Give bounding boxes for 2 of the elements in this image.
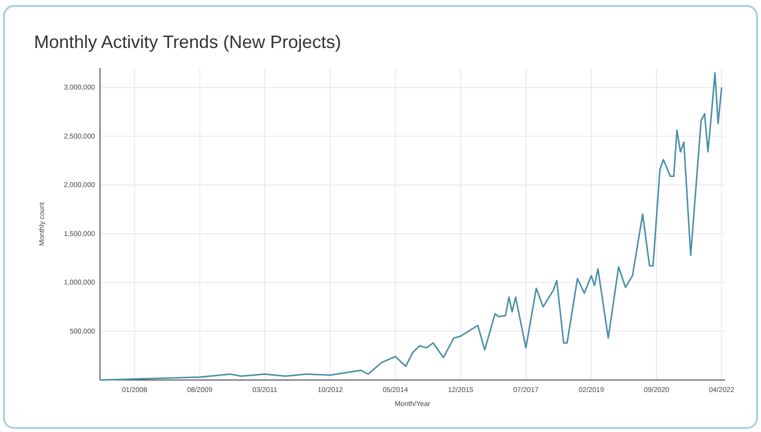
chart-title: Monthly Activity Trends (New Projects): [34, 32, 342, 52]
line-series: [99, 72, 722, 381]
